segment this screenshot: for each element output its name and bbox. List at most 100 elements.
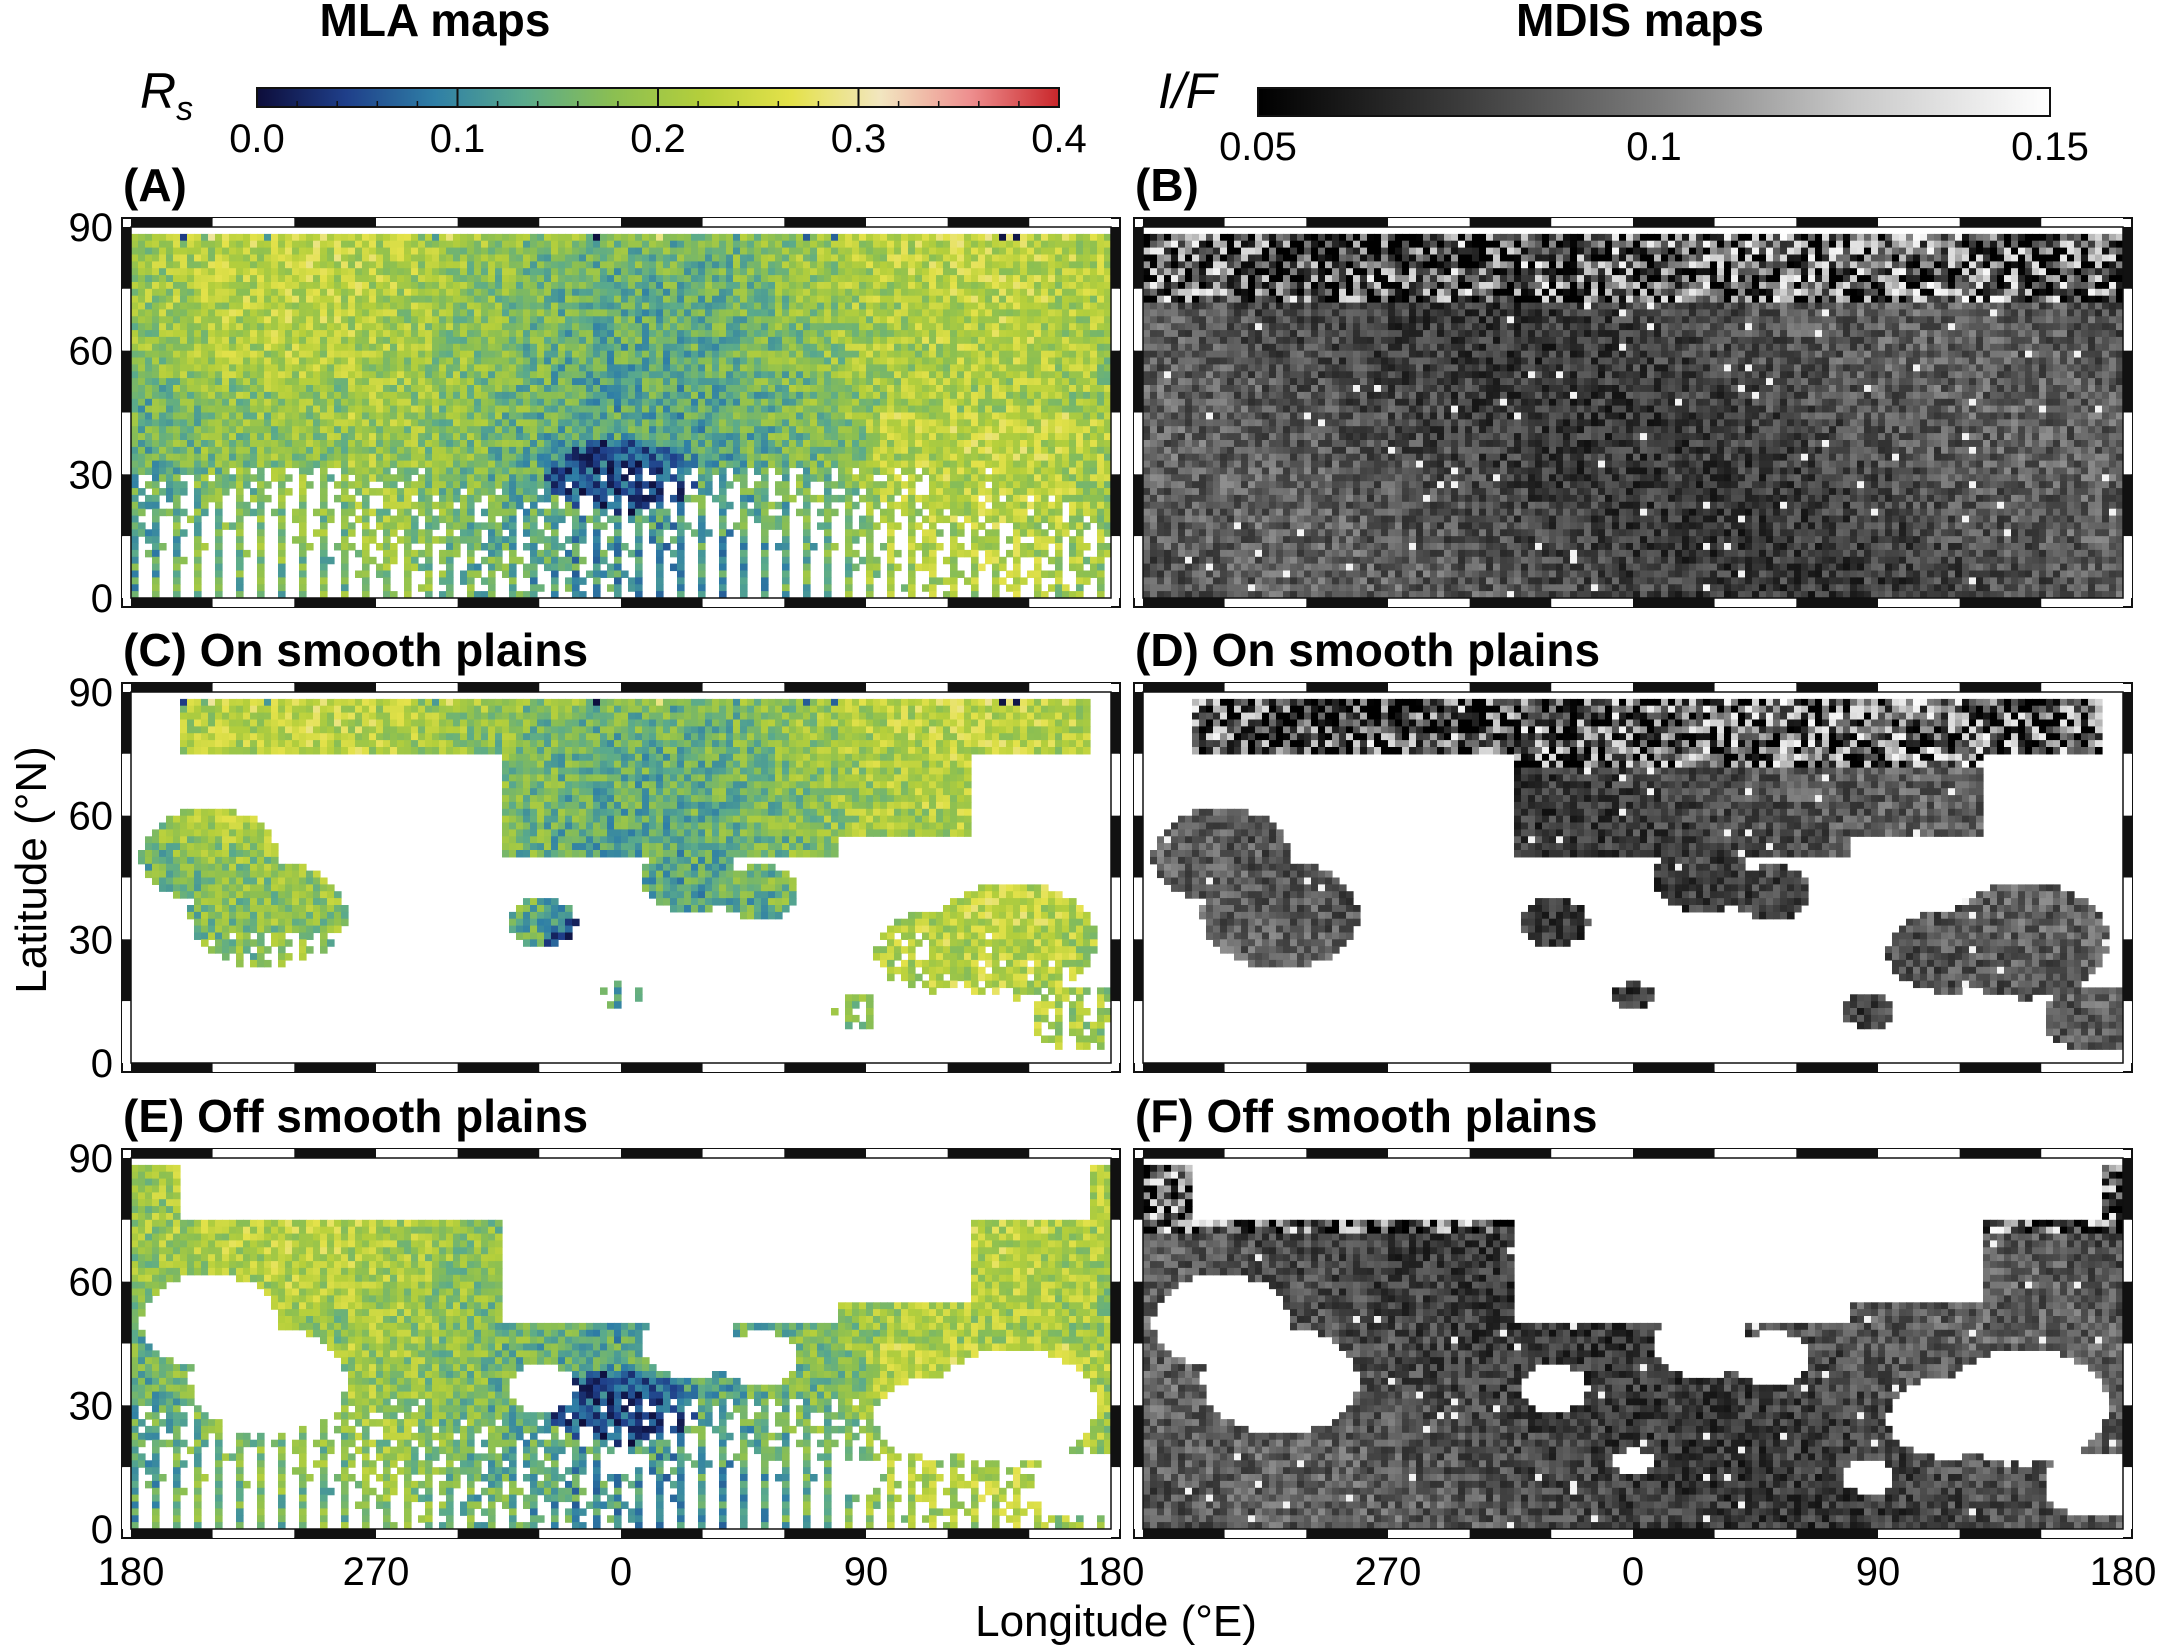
map-cell [670,268,678,275]
map-cell [1097,413,1105,420]
map-cell [943,309,951,316]
map-cell [173,392,181,399]
map-cell [971,351,979,358]
map-cell [1090,282,1098,289]
map-cell [523,392,531,399]
map-cell [698,261,706,268]
map-cell [285,406,293,413]
map-cell [432,330,440,337]
map-cell [327,426,335,433]
map-cell [467,330,475,337]
map-cell [866,358,874,365]
map-cell [971,282,979,289]
map-cell [376,461,384,468]
map-cell [642,406,650,413]
map-cell [243,255,251,262]
map-cell [572,419,580,426]
map-cell [929,337,937,344]
map-cell [530,426,538,433]
map-cell [754,309,762,316]
map-cell [376,399,384,406]
map-cell [222,337,230,344]
map-cell [677,358,685,365]
map-cell [215,440,223,447]
map-cell [677,282,685,289]
map-cell [929,440,937,447]
map-cell [929,385,937,392]
map-cell [740,234,748,241]
map-cell [537,426,545,433]
map-cell [1041,330,1049,337]
map-cell [292,289,300,296]
map-cell [495,255,503,262]
map-cell [432,433,440,440]
map-cell [894,454,902,461]
map-cell [425,447,433,454]
map-cell [551,309,559,316]
map-cell [1048,433,1056,440]
map-cell [600,419,608,426]
map-cell [425,419,433,426]
map-cell [313,248,321,255]
map-cell [180,461,188,468]
map-cell [929,406,937,413]
map-cell [866,255,874,262]
map-cell [516,323,524,330]
map-cell [656,358,664,365]
map-cell [747,309,755,316]
map-cell [530,241,538,248]
map-cell [159,426,167,433]
map-cell [327,268,335,275]
map-cell [698,385,706,392]
map-cell [656,399,664,406]
map-cell [201,282,209,289]
map-cell [320,378,328,385]
map-cell [159,447,167,454]
map-cell [250,248,258,255]
map-cell [1013,378,1021,385]
map-cell [439,385,447,392]
map-cell [747,419,755,426]
map-cell [1048,344,1056,351]
map-cell [677,378,685,385]
map-cell [1069,330,1077,337]
map-cell [614,268,622,275]
map-cell [1041,351,1049,358]
map-cell [586,316,594,323]
map-cell [943,248,951,255]
map-cell [565,468,573,475]
map-cell [180,419,188,426]
map-cell [348,344,356,351]
map-cell [243,275,251,282]
map-cell [754,330,762,337]
map-cell [726,351,734,358]
map-cell [1048,330,1056,337]
map-cell [432,440,440,447]
map-cell [775,454,783,461]
map-cell [404,241,412,248]
map-cell [264,433,272,440]
map-cell [803,351,811,358]
map-cell [376,282,384,289]
map-cell [677,275,685,282]
map-cell [894,337,902,344]
map-cell [607,392,615,399]
map-cell [845,344,853,351]
map-cell [250,413,258,420]
map-cell [488,454,496,461]
map-cell [537,364,545,371]
map-cell [761,454,769,461]
map-cell [313,426,321,433]
map-cell [516,289,524,296]
map-cell [936,461,944,468]
map-cell [516,234,524,241]
map-cell [320,323,328,330]
mdis-colorbar: I/F 0.05 0.1 0.15 [1158,63,2089,169]
map-cell [733,461,741,468]
map-cell [691,344,699,351]
map-cell [782,433,790,440]
map-cell [901,337,909,344]
map-cell [628,440,636,447]
map-cell [131,275,139,282]
map-cell [278,433,286,440]
